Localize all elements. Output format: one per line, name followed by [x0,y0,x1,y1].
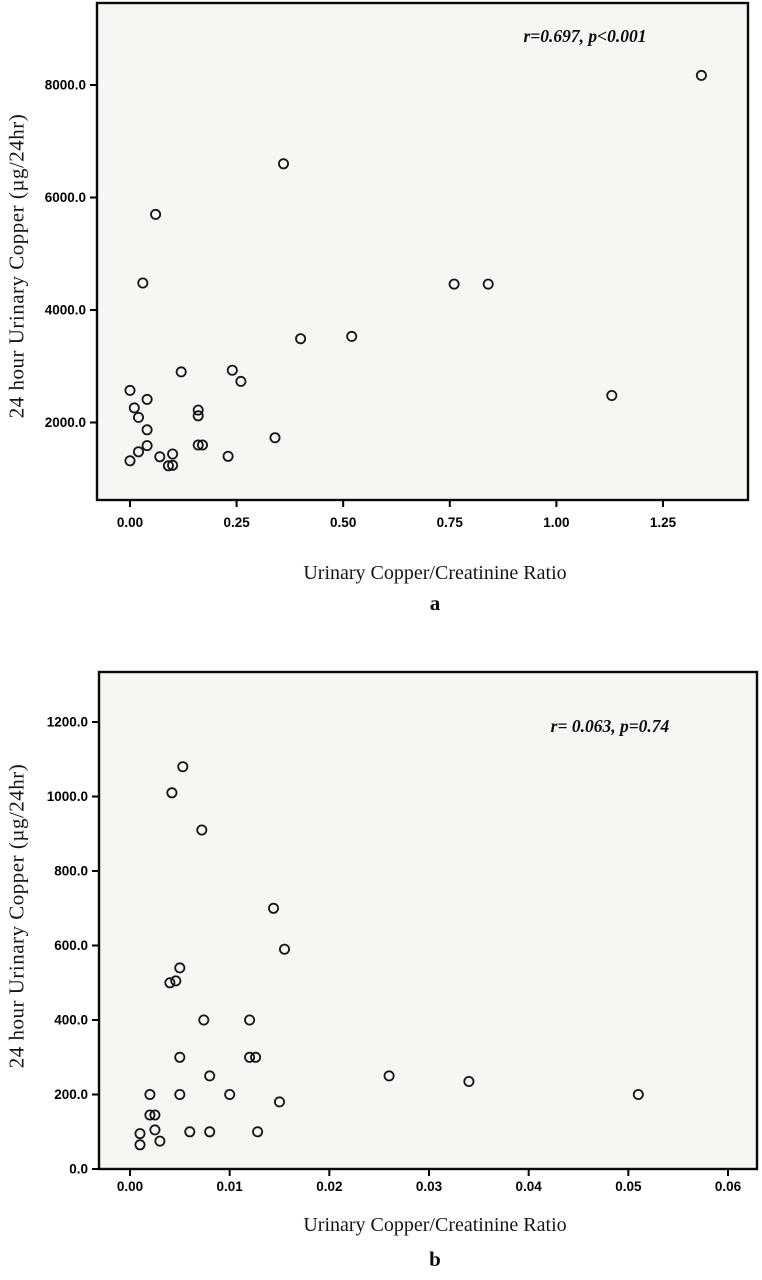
data-point [273,1096,285,1108]
data-point [150,208,162,220]
y-tick-label: 200.0 [54,1087,88,1102]
data-point [463,1075,475,1087]
data-point [192,439,204,451]
data-point [226,364,238,376]
scatter-plot-b: 1200.0 1000.0 800.0 600.0 400.0 200.0 0.0 0.00 0… [47,670,759,1194]
x-axis-title-b: Urinary Copper/Creatinine Ratio [303,1214,567,1236]
data-point [170,975,182,987]
data-point [204,1126,216,1138]
x-tick-label: 0.25 [223,515,250,530]
y-tick-label: 4000.0 [45,303,86,318]
x-tick-label: 0.03 [416,1179,443,1194]
x-tick-label: 1.25 [650,515,677,530]
panel-label-b: b [429,1247,441,1271]
data-point [244,1014,256,1026]
data-point [149,1109,161,1121]
y-tick-label: 8000.0 [45,78,86,93]
data-point [166,787,178,799]
data-point [196,439,208,451]
data-point [252,1126,264,1138]
data-point [167,448,179,460]
data-point [695,69,707,81]
scatter-panel-a: 8000.0 6000.0 4000.0 2000.0 0.00 0.25 0.50 0.75… [0,0,762,630]
data-point [278,943,290,955]
data-point [267,902,279,914]
data-point [277,158,289,170]
data-point [175,366,187,378]
data-point [448,278,460,290]
data-point [141,393,153,405]
data-point [134,1128,146,1140]
y-axis-title-b: 24 hour Urinary Copper (µg/24hr) [4,763,29,1069]
scatter-plot-a: 8000.0 6000.0 4000.0 2000.0 0.00 0.25 0.50 0.75… [45,1,750,530]
data-point [154,451,166,463]
data-point [244,1051,256,1063]
data-point [295,333,307,345]
y-tick-label: 0.0 [69,1162,88,1177]
data-point [606,389,618,401]
data-point [222,450,234,462]
x-tick-label: 0.05 [615,1179,642,1194]
data-point [141,424,153,436]
x-tick-label: 1.00 [543,515,569,530]
data-point [482,278,494,290]
data-point [124,384,136,396]
data-point [235,375,247,387]
x-tick-label: 0.06 [715,1179,742,1194]
data-point [134,1139,146,1151]
x-tick-label: 0.00 [117,1179,143,1194]
y-tick-label: 400.0 [54,1013,88,1028]
data-point [198,1014,210,1026]
correlation-annotation-b: r= 0.063, p=0.74 [550,716,670,736]
y-tick-label: 1000.0 [47,789,88,804]
data-point [224,1088,236,1100]
x-tick-label: 0.04 [516,1179,543,1194]
y-tick-label: 600.0 [54,938,88,953]
data-point [141,440,153,452]
data-point [250,1051,262,1063]
y-tick-label: 1200.0 [47,715,88,730]
x-tick-label: 0.50 [330,515,356,530]
data-point [346,330,358,342]
y-tick-label: 800.0 [54,864,88,879]
data-point [174,962,186,974]
y-axis-title-a: 24 hour Urinary Copper (µg/24hr) [4,113,29,419]
x-axis-title-a: Urinary Copper/Creatinine Ratio [303,562,567,584]
data-point [177,761,189,773]
data-point [269,432,281,444]
plot-frame [95,1,750,502]
data-point [196,824,208,836]
data-point [632,1088,644,1100]
data-point [124,455,136,467]
data-point [383,1070,395,1082]
y-tick-label: 2000.0 [45,415,86,430]
data-point [144,1109,156,1121]
data-point [164,977,176,989]
data-point [204,1070,216,1082]
data-point [192,410,204,422]
data-point [132,411,144,423]
data-point [144,1088,156,1100]
data-point [149,1124,161,1136]
x-tick-label: 0.01 [217,1179,244,1194]
data-point [128,402,140,414]
data-point [174,1088,186,1100]
data-point [162,460,174,472]
data-point [167,459,179,471]
correlation-annotation-a: r=0.697, p<0.001 [523,26,647,46]
plot-frame [97,670,759,1171]
panel-label-a: a [429,591,441,615]
data-point [132,446,144,458]
data-point [192,404,204,416]
data-point [154,1135,166,1147]
y-tick-label: 6000.0 [45,190,86,205]
data-point [184,1126,196,1138]
data-point [137,277,149,289]
x-tick-label: 0.02 [316,1179,342,1194]
data-point [174,1051,186,1063]
scatter-panel-b: 1200.0 1000.0 800.0 600.0 400.0 200.0 0.0 0.00 0… [0,650,762,1280]
x-tick-label: 0.00 [117,515,143,530]
x-tick-label: 0.75 [437,515,464,530]
